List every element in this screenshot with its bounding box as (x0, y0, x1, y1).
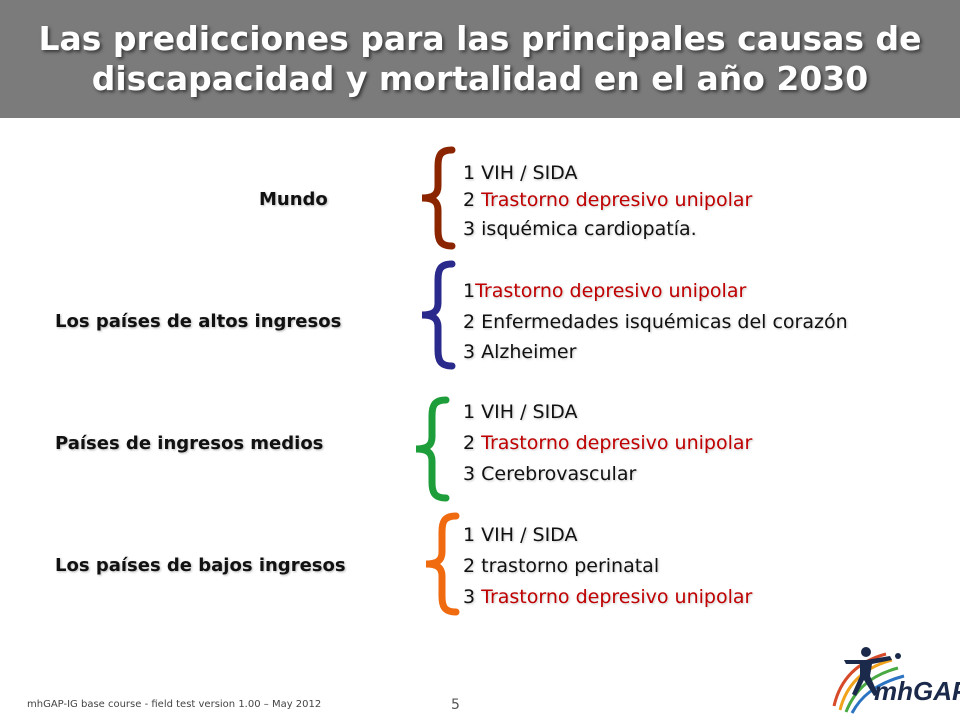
item-number: 2 (463, 311, 476, 333)
item-number: 1 (463, 162, 476, 184)
item-text: trastorno perinatal (481, 555, 660, 577)
logo-text: mhGAP (874, 676, 960, 706)
item-number: 1 (463, 401, 476, 423)
list-item-altos-2: 2 Enfermedades isquémicas del corazón (463, 311, 848, 333)
title-bar: Las predicciones para las principales ca… (0, 0, 960, 118)
item-number: 1 (463, 280, 476, 302)
list-item-altos-3: 3 Alzheimer (463, 341, 576, 363)
list-item-mundo-1: 1 VIH / SIDA (463, 162, 577, 184)
brace-ingresos-medios-icon (415, 396, 450, 502)
list-item-altos-1: 1Trastorno depresivo unipolar (463, 280, 746, 302)
list-item-bajos-3: 3 Trastorno depresivo unipolar (463, 586, 752, 608)
list-item-bajos-2: 2 trastorno perinatal (463, 555, 659, 577)
item-number: 3 (463, 218, 476, 240)
group-label-ingresos-medios: Países de ingresos medios (55, 433, 324, 454)
group-label-bajos-ingresos: Los países de bajos ingresos (55, 555, 346, 576)
list-item-mundo-3: 3 isquémica cardiopatía. (463, 218, 697, 240)
list-item-medios-3: 3 Cerebrovascular (463, 463, 636, 485)
item-text: isquémica cardiopatía. (481, 218, 697, 240)
item-number: 3 (463, 341, 476, 363)
list-item-bajos-1: 1 VIH / SIDA (463, 524, 577, 546)
item-text: Alzheimer (481, 341, 577, 363)
item-text-highlight: Trastorno depresivo unipolar (481, 586, 753, 608)
item-text: VIH / SIDA (481, 401, 578, 423)
list-item-medios-1: 1 VIH / SIDA (463, 401, 577, 423)
slide-title-line1: Las predicciones para las principales ca… (38, 19, 922, 58)
item-number: 3 (463, 586, 476, 608)
brace-bajos-ingresos-icon (425, 512, 460, 616)
list-item-medios-2: 2 Trastorno depresivo unipolar (463, 432, 752, 454)
footer-course-text: mhGAP-IG base course - field test versio… (27, 699, 322, 710)
item-text: Cerebrovascular (481, 463, 637, 485)
item-number: 1 (463, 524, 476, 546)
person-figure-logo-icon (832, 647, 905, 714)
page-number: 5 (451, 697, 460, 713)
item-text-highlight: Trastorno depresivo unipolar (475, 280, 747, 302)
list-item-mundo-2: 2 Trastorno depresivo unipolar (463, 189, 752, 211)
item-number: 2 (463, 189, 476, 211)
item-number: 2 (463, 432, 476, 454)
brace-altos-ingresos-icon (421, 260, 456, 370)
item-text: VIH / SIDA (481, 524, 578, 546)
item-text: Enfermedades isquémicas del corazón (481, 311, 848, 333)
item-text-highlight: Trastorno depresivo unipolar (481, 189, 753, 211)
item-number: 3 (463, 463, 476, 485)
slide-title: Las predicciones para las principales ca… (38, 19, 921, 99)
item-text-highlight: Trastorno depresivo unipolar (481, 432, 753, 454)
group-label-altos-ingresos: Los países de altos ingresos (55, 311, 342, 332)
slide-title-line2: discapacidad y mortalidad en el año 2030 (91, 59, 869, 98)
item-text: VIH / SIDA (481, 162, 578, 184)
group-label-mundo: Mundo (259, 189, 328, 210)
item-number: 2 (463, 555, 476, 577)
brace-mundo-icon (421, 146, 456, 250)
